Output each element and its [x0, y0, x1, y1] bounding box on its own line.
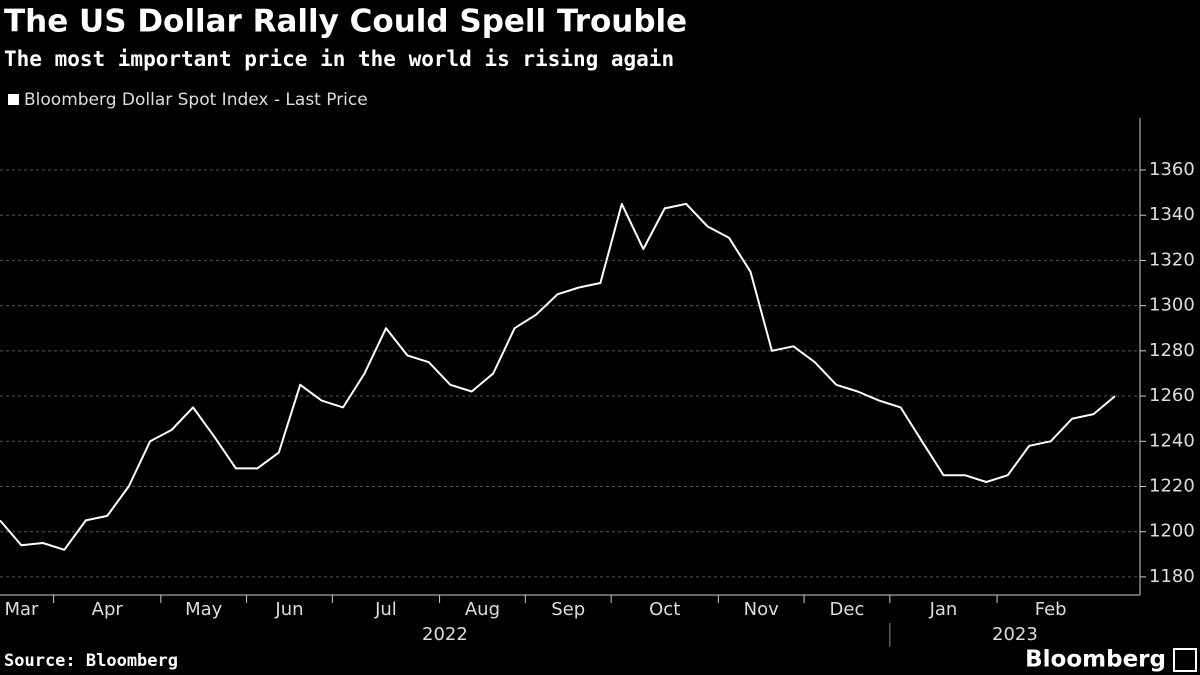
data-line [0, 202, 1116, 551]
y-tick-label: 1340 [1149, 204, 1195, 225]
x-tick-label: Nov [744, 599, 779, 620]
y-tick-label: 1360 [1149, 159, 1195, 180]
source: Source: Bloomberg [4, 651, 178, 671]
chart-subtitle: The most important price in the world is… [4, 47, 674, 71]
x-tick-label: Sep [551, 599, 585, 620]
brand: Bloomberg [1025, 647, 1166, 673]
x-tick-label: Mar [4, 599, 39, 620]
y-tick-label: 1300 [1149, 295, 1195, 316]
year-label: 2023 [992, 624, 1038, 645]
year-label: 2022 [422, 624, 468, 645]
y-tick-label: 1240 [1149, 430, 1195, 451]
x-tick-label: Aug [465, 599, 500, 620]
brand-icon [1173, 648, 1197, 672]
y-tick-label: 1220 [1149, 475, 1195, 496]
y-tick-label: 1200 [1149, 521, 1195, 542]
x-tick-label: Oct [649, 599, 680, 620]
x-tick-label: Jun [274, 599, 303, 620]
x-tick-label: Apr [92, 599, 124, 620]
x-tick-label: Jul [374, 599, 397, 620]
x-tick-label: Feb [1035, 599, 1067, 620]
y-tick-label: 1180 [1149, 566, 1195, 587]
y-tick-label: 1260 [1149, 385, 1195, 406]
chart-title: The US Dollar Rally Could Spell Trouble [4, 4, 687, 40]
y-tick-label: 1280 [1149, 340, 1195, 361]
legend-swatch [8, 94, 19, 105]
x-tick-label: Dec [830, 599, 865, 620]
x-tick-label: May [185, 599, 223, 620]
legend-label: Bloomberg Dollar Spot Index - Last Price [24, 90, 368, 110]
x-tick-label: Jan [929, 599, 958, 620]
y-tick-label: 1320 [1149, 249, 1195, 270]
